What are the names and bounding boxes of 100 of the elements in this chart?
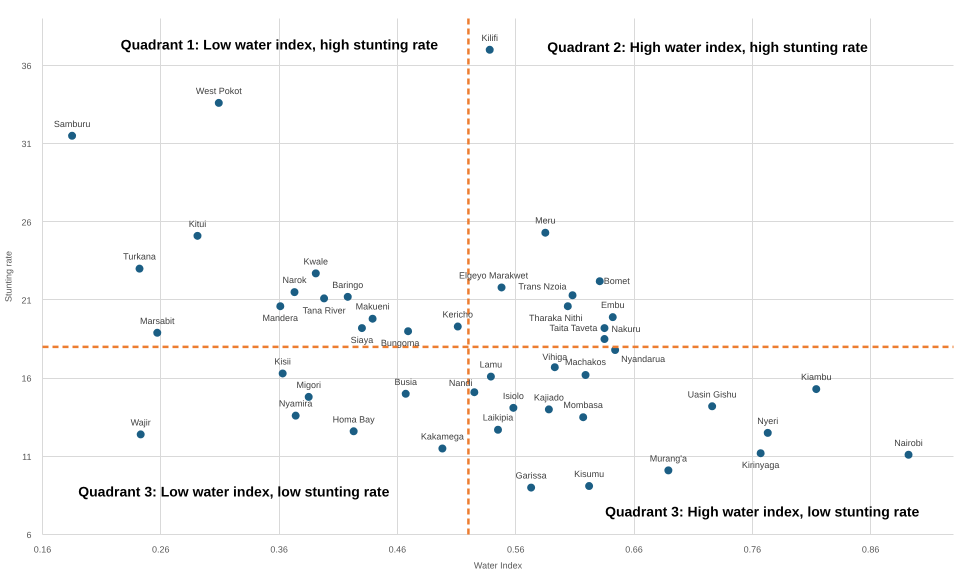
point bbox=[454, 322, 462, 331]
point bbox=[350, 427, 358, 436]
data-label: Taita Taveta bbox=[549, 323, 598, 334]
data-label: Marsabit bbox=[140, 316, 176, 326]
point bbox=[68, 132, 76, 140]
x-tick-label: 0.26 bbox=[152, 544, 170, 554]
data-label: Machakos bbox=[565, 357, 607, 368]
data-label: Tana River bbox=[302, 305, 346, 316]
point bbox=[509, 404, 518, 412]
point bbox=[708, 402, 716, 410]
y-tick-label: 6 bbox=[26, 530, 32, 540]
data-label: Meru bbox=[535, 216, 556, 226]
point bbox=[550, 363, 559, 372]
data-label: Nakuru bbox=[611, 324, 640, 334]
point bbox=[608, 313, 617, 322]
annotation: Quadrant 3: Low water index, low stunting rate bbox=[78, 484, 390, 500]
point bbox=[579, 413, 588, 422]
data-label: Nairobi bbox=[894, 438, 923, 448]
x-tick-label: 0.16 bbox=[34, 544, 52, 554]
point bbox=[568, 291, 577, 300]
data-label: Kajiado bbox=[534, 392, 564, 402]
annotation: Quadrant 3: High water index, low stunting rate bbox=[605, 503, 920, 520]
point bbox=[470, 388, 478, 396]
data-label: Vihiga bbox=[542, 352, 568, 362]
data-label: Kitui bbox=[188, 218, 206, 229]
data-label: Mandera bbox=[262, 313, 298, 324]
data-label: Kwale bbox=[304, 256, 328, 266]
point bbox=[276, 302, 284, 310]
data-label: Homa Bay bbox=[332, 414, 376, 424]
data-label: Baringo bbox=[332, 280, 364, 290]
point bbox=[486, 372, 495, 381]
point bbox=[438, 444, 446, 452]
data-label: Elgeyo Marakwet bbox=[459, 270, 529, 280]
point bbox=[344, 292, 352, 301]
data-label: Kiambu bbox=[801, 372, 832, 382]
point bbox=[136, 430, 145, 438]
data-label: Kirinyaga bbox=[742, 460, 780, 470]
x-tick-label: 0.66 bbox=[625, 544, 643, 554]
x-axis-title: Water Index bbox=[474, 560, 523, 570]
y-tick-label: 11 bbox=[22, 452, 32, 462]
data-label: Kakamega bbox=[420, 432, 464, 442]
data-label: Tharaka Nithi bbox=[529, 313, 583, 324]
data-label: Isiolo bbox=[502, 390, 524, 401]
point bbox=[486, 46, 494, 54]
y-tick-label: 26 bbox=[21, 217, 32, 228]
data-label: Embu bbox=[601, 300, 625, 310]
data-label: Migori bbox=[296, 380, 321, 390]
y-tick-label: 21 bbox=[21, 295, 32, 306]
point bbox=[278, 369, 287, 378]
point bbox=[527, 484, 536, 492]
point bbox=[153, 328, 162, 337]
point bbox=[214, 98, 223, 107]
data-label: Nandi bbox=[448, 378, 472, 388]
data-label: Mombasa bbox=[563, 400, 603, 410]
annotation: Quadrant 2: High water index, high stunting rate bbox=[547, 38, 868, 55]
point bbox=[596, 277, 604, 286]
point bbox=[320, 294, 328, 302]
data-label: West Pokot bbox=[196, 86, 242, 96]
point bbox=[904, 450, 913, 459]
data-label: Makueni bbox=[356, 302, 390, 312]
x-tick-label: 0.36 bbox=[270, 544, 288, 554]
point bbox=[544, 405, 553, 414]
point bbox=[498, 283, 506, 292]
data-label: Wajir bbox=[130, 417, 151, 428]
x-tick-label: 0.76 bbox=[744, 544, 762, 554]
point bbox=[582, 371, 590, 379]
point bbox=[764, 428, 772, 437]
point bbox=[290, 288, 299, 296]
data-label: Siaya bbox=[350, 335, 374, 346]
y-tick-label: 16 bbox=[21, 374, 32, 384]
data-label: Kisumu bbox=[574, 469, 604, 480]
annotation: Quadrant 1: Low water index, high stunting rate bbox=[120, 36, 438, 52]
data-label: Narok bbox=[282, 275, 308, 286]
x-tick-label: 0.46 bbox=[388, 544, 406, 554]
point bbox=[358, 324, 366, 332]
data-label: Samburu bbox=[54, 118, 90, 129]
data-label: Murang'a bbox=[650, 453, 687, 464]
point bbox=[136, 264, 144, 273]
y-tick-label: 31 bbox=[21, 139, 32, 150]
data-label: Busia bbox=[394, 376, 417, 387]
point bbox=[585, 482, 594, 490]
data-label: Bomet bbox=[604, 276, 630, 286]
point bbox=[312, 269, 320, 278]
data-label: Nyeri bbox=[757, 416, 778, 426]
data-label: Turkana bbox=[123, 252, 156, 262]
y-tick-label: 36 bbox=[21, 60, 32, 71]
point bbox=[404, 327, 412, 336]
point bbox=[541, 228, 550, 237]
data-label: Uasin Gishu bbox=[688, 389, 737, 400]
data-label: Kilifi bbox=[481, 32, 498, 43]
point bbox=[664, 466, 672, 474]
x-tick-label: 0.56 bbox=[506, 544, 525, 554]
point bbox=[600, 335, 608, 344]
y-axis-title: Stunting rate bbox=[3, 250, 14, 302]
data-label: Garissa bbox=[516, 470, 547, 481]
data-label: Nyamira bbox=[278, 398, 312, 409]
data-label: Nyandarua bbox=[621, 354, 666, 364]
data-label: Kisii bbox=[274, 356, 291, 366]
x-tick-label: 0.86 bbox=[862, 544, 880, 554]
point bbox=[600, 324, 608, 332]
